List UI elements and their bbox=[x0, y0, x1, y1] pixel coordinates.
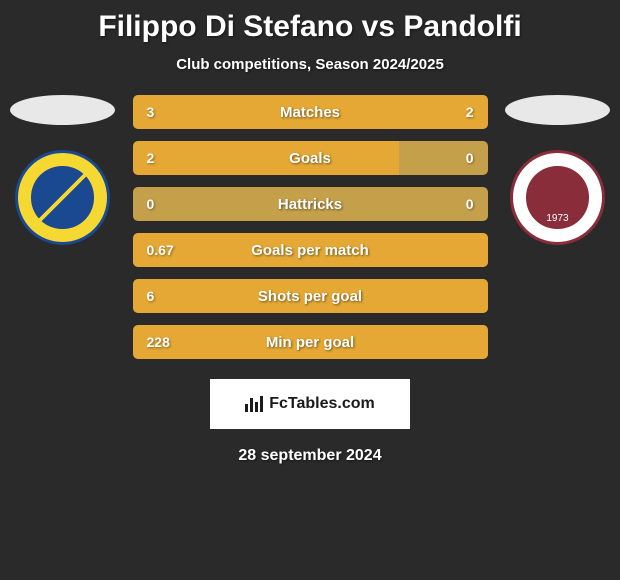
right-team-badge: 1973 bbox=[510, 150, 605, 245]
left-team-badge bbox=[15, 150, 110, 245]
stat-value-right: 2 bbox=[466, 104, 474, 120]
stat-value-right: 0 bbox=[466, 150, 474, 166]
right-team-column: 1973 bbox=[503, 95, 613, 245]
comparison-panel: Filippo Di Stefano vs Pandolfi Club comp… bbox=[0, 0, 620, 475]
stat-label: Goals bbox=[289, 150, 331, 167]
stat-row: 2 Goals 0 bbox=[133, 141, 488, 175]
stat-row: 3 Matches 2 bbox=[133, 95, 488, 129]
stat-value-right: 0 bbox=[466, 196, 474, 212]
left-player-silhouette bbox=[10, 95, 115, 125]
right-team-year: 1973 bbox=[546, 213, 568, 224]
stat-value-left: 6 bbox=[147, 288, 155, 304]
left-team-column bbox=[8, 95, 118, 245]
brand-text: FcTables.com bbox=[269, 395, 375, 413]
stats-bar-chart: 3 Matches 2 2 Goals 0 0 Hattricks 0 0.67 Goals per… bbox=[133, 95, 488, 359]
content-row: 3 Matches 2 2 Goals 0 0 Hattricks 0 0.67 Goals per… bbox=[0, 95, 620, 359]
stat-value-left: 228 bbox=[147, 334, 170, 350]
date-text: 28 september 2024 bbox=[0, 447, 620, 465]
stat-label: Hattricks bbox=[278, 196, 342, 213]
brand-box: FcTables.com bbox=[210, 379, 410, 429]
stat-value-left: 2 bbox=[147, 150, 155, 166]
page-subtitle: Club competitions, Season 2024/2025 bbox=[0, 56, 620, 73]
stat-row: 0 Hattricks 0 bbox=[133, 187, 488, 221]
page-title: Filippo Di Stefano vs Pandolfi bbox=[0, 10, 620, 44]
stat-row: 228 Min per goal bbox=[133, 325, 488, 359]
right-team-badge-inner: 1973 bbox=[526, 166, 588, 228]
stat-row: 0.67 Goals per match bbox=[133, 233, 488, 267]
stat-label: Matches bbox=[280, 104, 340, 121]
bars-icon bbox=[245, 396, 263, 412]
stat-label: Shots per goal bbox=[258, 288, 362, 305]
stat-value-left: 0.67 bbox=[147, 242, 174, 258]
left-team-badge-inner bbox=[31, 166, 93, 228]
stat-label: Min per goal bbox=[266, 334, 354, 351]
stat-value-left: 0 bbox=[147, 196, 155, 212]
stat-value-left: 3 bbox=[147, 104, 155, 120]
bar-fill-left bbox=[133, 141, 399, 175]
stat-row: 6 Shots per goal bbox=[133, 279, 488, 313]
stat-label: Goals per match bbox=[251, 242, 369, 259]
right-player-silhouette bbox=[505, 95, 610, 125]
